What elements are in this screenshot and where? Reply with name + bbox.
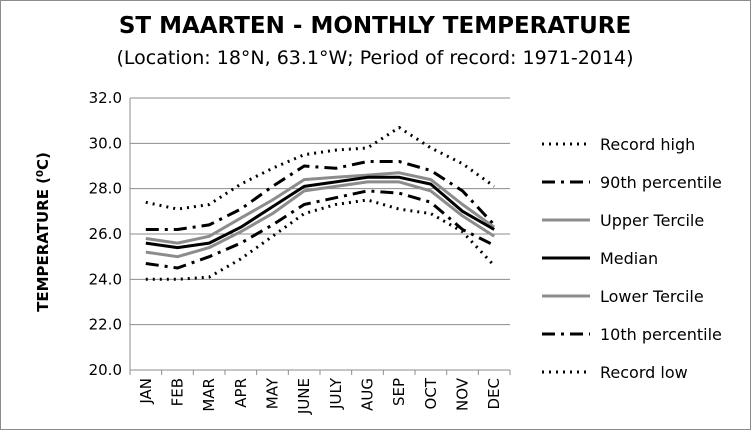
x-tick-label: FEB <box>169 378 187 406</box>
gridlines <box>129 97 510 371</box>
legend-label: Record high <box>600 135 695 154</box>
x-tick-label: JAN <box>137 378 155 405</box>
legend-label: Lower Tercile <box>600 287 704 306</box>
y-tick-label: 24.0 <box>89 270 122 288</box>
x-axis-ticks: JAN FEB MAR APR MAY JUNE JULY AUG SEP OCT NOV DEC <box>129 370 511 415</box>
y-tick-label: 32.0 <box>89 89 122 107</box>
x-tick-label: AUG <box>359 378 377 411</box>
legend-label: Median <box>600 249 658 268</box>
legend-label: 10th percentile <box>600 325 722 344</box>
x-tick-label: JUNE <box>295 378 313 415</box>
y-axis-label-unit: C) <box>34 152 52 170</box>
x-tick-label: OCT <box>422 377 440 409</box>
x-tick-label: SEP <box>390 378 408 406</box>
y-tick-label: 30.0 <box>89 134 122 152</box>
series-line-90th-percentile <box>145 160 496 231</box>
series-line-upper-tercile <box>145 171 496 245</box>
y-tick-label: 20.0 <box>89 361 122 379</box>
legend: Record high 90th percentile Upper Tercile M… <box>542 135 722 382</box>
x-tick-label: NOV <box>454 377 472 411</box>
y-axis-label: TEMPERATURE (0C) <box>34 152 52 312</box>
series-line-10th-percentile <box>145 189 495 270</box>
y-axis-ticks: 20.0 22.0 24.0 26.0 28.0 30.0 32.0 <box>89 89 122 379</box>
x-tick-label: JULY <box>327 377 345 410</box>
y-tick-label: 26.0 <box>89 225 122 243</box>
chart-title: ST MAARTEN - MONTHLY TEMPERATURE <box>119 13 631 39</box>
series-line-lower-tercile <box>145 180 496 259</box>
y-axis-label-superscript: 0 <box>35 170 46 177</box>
y-axis-label-main: TEMPERATURE ( <box>34 177 52 312</box>
series-lines <box>145 126 496 281</box>
x-tick-label: DEC <box>485 378 503 410</box>
x-tick-label: MAY <box>264 377 282 409</box>
chart-subtitle: (Location: 18°N, 63.1°W; Period of recor… <box>117 47 634 69</box>
series-line-median <box>145 175 495 250</box>
x-tick-label: APR <box>232 378 250 408</box>
legend-label: Record low <box>600 363 688 382</box>
y-tick-label: 28.0 <box>89 180 122 198</box>
legend-label: 90th percentile <box>600 173 722 192</box>
legend-label: Upper Tercile <box>600 211 704 230</box>
series-line-record-high <box>145 126 496 211</box>
x-tick-label: MAR <box>200 378 218 412</box>
y-tick-label: 22.0 <box>89 316 122 334</box>
